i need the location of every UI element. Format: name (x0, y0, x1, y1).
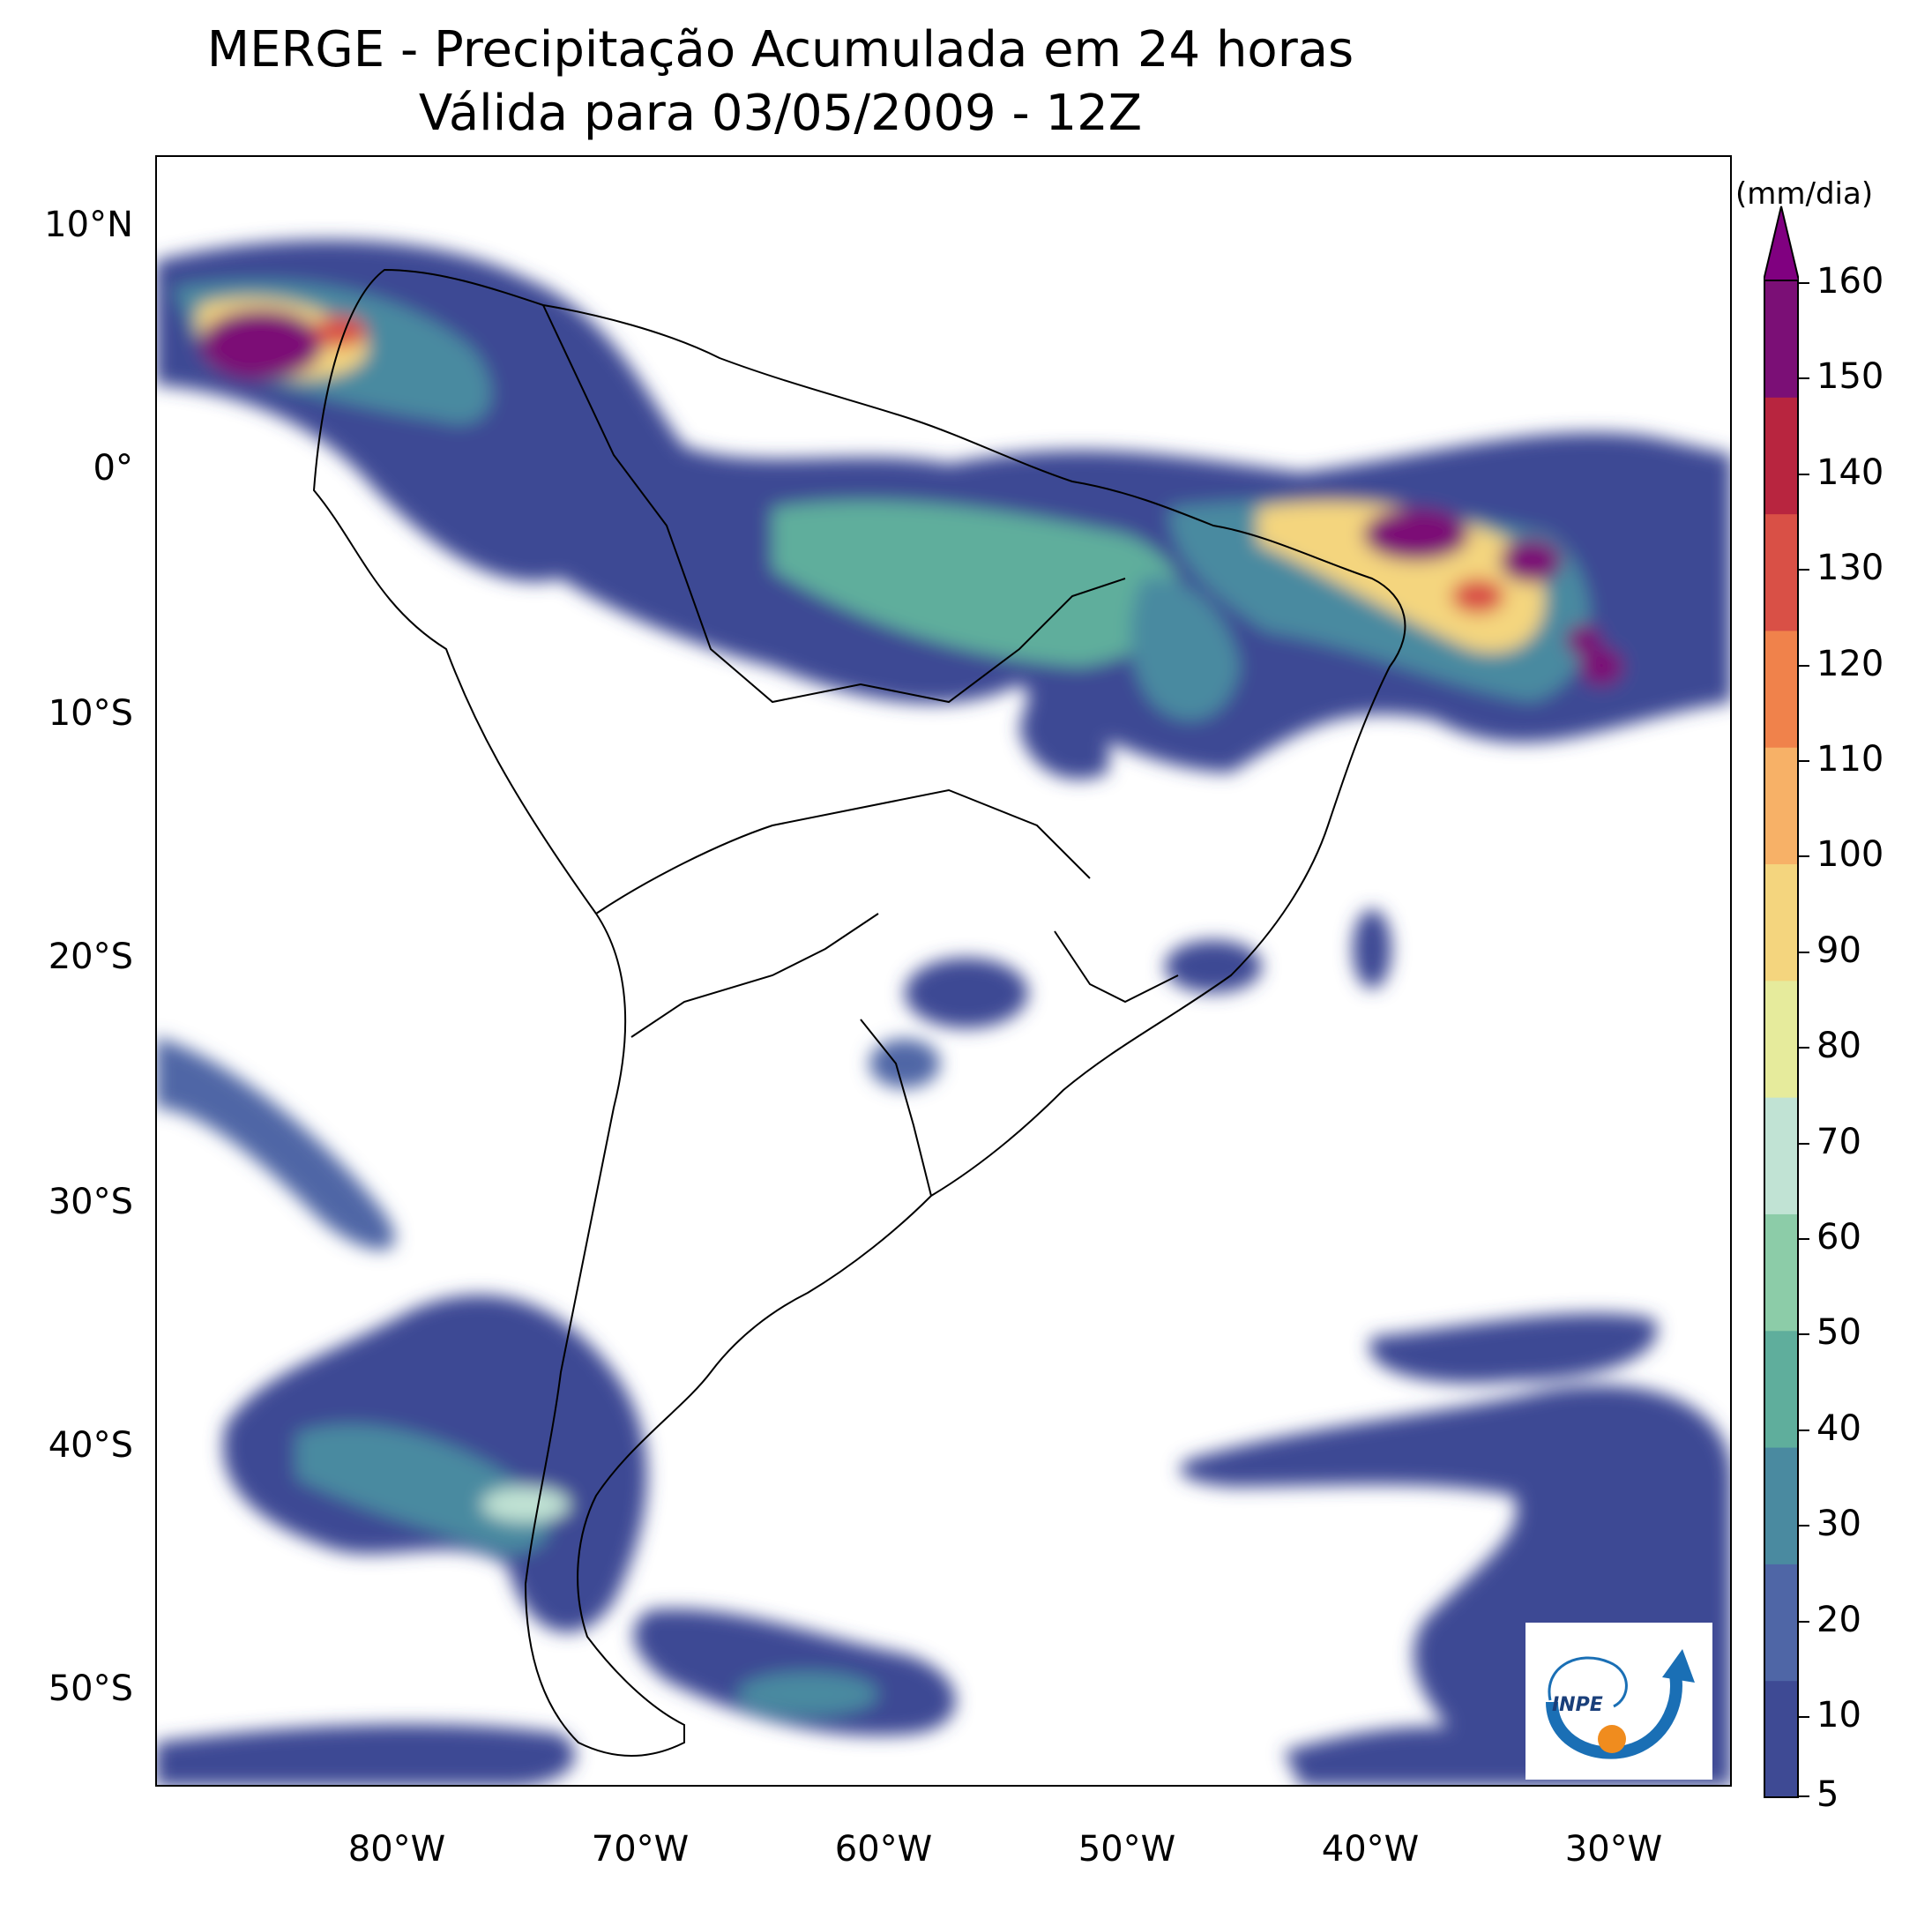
lon-label-50w: 50°W (1078, 1829, 1176, 1870)
inpe-orbit-icon (1548, 1656, 1628, 1708)
colorbar-tick-mark (1799, 282, 1809, 284)
colorbar-tick-label: 60 (1816, 1217, 1861, 1258)
colorbar-tick-mark (1799, 1333, 1809, 1336)
colorbar-tick-mark (1799, 1525, 1809, 1527)
lon-label-70w: 70°W (591, 1829, 690, 1870)
colorbar-segment (1764, 863, 1798, 982)
colorbar-tick-label: 160 (1816, 261, 1884, 302)
colorbar-tick-label: 150 (1816, 356, 1884, 398)
colorbar-segment (1764, 1680, 1798, 1798)
inpe-logo-text: INPE (1552, 1694, 1603, 1716)
colorbar-segment (1764, 980, 1798, 1098)
colorbar-segment (1764, 630, 1798, 748)
lat-label-0: 0° (93, 448, 133, 489)
inpe-arc-icon (1546, 1674, 1682, 1759)
lat-label-10s: 10°S (48, 693, 133, 734)
lon-label-60w: 60°W (834, 1829, 933, 1870)
colorbar-tick-label: 40 (1816, 1407, 1861, 1449)
colorbar-tick-label: 140 (1816, 452, 1884, 493)
colorbar-tick-mark (1799, 1047, 1809, 1049)
colorbar (1764, 205, 1799, 1798)
lon-label-40w: 40°W (1321, 1829, 1420, 1870)
colorbar-tick-mark (1799, 760, 1809, 762)
colorbar-segment (1764, 1213, 1798, 1332)
colorbar-tick-mark (1799, 855, 1809, 858)
colorbar-tick-label: 80 (1816, 1026, 1861, 1067)
lat-label-20s: 20°S (48, 937, 133, 977)
title-line-1: MERGE - Precipitação Acumulada em 24 hor… (206, 21, 1354, 78)
colorbar-tick-label: 110 (1816, 739, 1884, 780)
colorbar-unit: (mm/dia) (1735, 176, 1874, 212)
colorbar-tick-mark (1799, 473, 1809, 475)
colorbar-tick-mark (1799, 1795, 1809, 1797)
colorbar-tick-mark (1799, 1716, 1809, 1718)
coastlines-and-borders (312, 268, 1406, 1757)
colorbar-tick-label: 120 (1816, 643, 1884, 684)
colorbar-tick-label: 10 (1816, 1695, 1861, 1736)
colorbar-tick-label: 130 (1816, 548, 1884, 589)
map-border (155, 155, 1732, 1787)
colorbar-segment (1764, 280, 1798, 398)
lon-label-80w: 80°W (347, 1829, 446, 1870)
colorbar-tick-label: 50 (1816, 1312, 1861, 1354)
colorbar-tick-mark (1799, 1429, 1809, 1431)
colorbar-tick-mark (1799, 569, 1809, 571)
inpe-logo: INPE (1525, 1623, 1712, 1780)
colorbar-segment (1764, 1097, 1798, 1214)
colorbar-segment (1764, 513, 1798, 631)
lat-label-40s: 40°S (48, 1425, 133, 1466)
colorbar-tick-mark (1799, 1142, 1809, 1145)
colorbar-tick-mark (1799, 377, 1809, 380)
colorbar-tick-label: 90 (1816, 929, 1861, 971)
colorbar-tick-label: 20 (1816, 1599, 1861, 1640)
precip-fields (155, 240, 1732, 1787)
lon-label-30w: 30°W (1564, 1829, 1663, 1870)
inpe-dot-icon (1598, 1725, 1626, 1753)
colorbar-tick-label: 30 (1816, 1504, 1861, 1545)
colorbar-segment (1764, 747, 1798, 865)
colorbar-tick-label: 70 (1816, 1121, 1861, 1162)
colorbar-segment (1764, 1564, 1798, 1682)
colorbar-segment (1764, 1330, 1798, 1448)
lat-label-10n: 10°N (44, 205, 133, 245)
colorbar-tick-mark (1799, 1238, 1809, 1240)
colorbar-tick-label: 5 (1816, 1774, 1839, 1815)
lat-label-50s: 50°S (48, 1668, 133, 1709)
colorbar-segment (1764, 1447, 1798, 1564)
lat-label-30s: 30°S (48, 1182, 133, 1222)
precipitation-map (155, 155, 1732, 1787)
colorbar-tick-mark (1799, 664, 1809, 667)
colorbar-segment (1764, 397, 1798, 515)
title-line-2: Válida para 03/05/2009 - 12Z (418, 85, 1143, 142)
colorbar-extend-arrow (1764, 205, 1799, 281)
inpe-arrow-icon (1662, 1649, 1695, 1683)
colorbar-tick-label: 100 (1816, 834, 1884, 876)
colorbar-tick-mark (1799, 1620, 1809, 1623)
colorbar-tick-mark (1799, 951, 1809, 953)
colorbar-frame (1764, 280, 1799, 1798)
